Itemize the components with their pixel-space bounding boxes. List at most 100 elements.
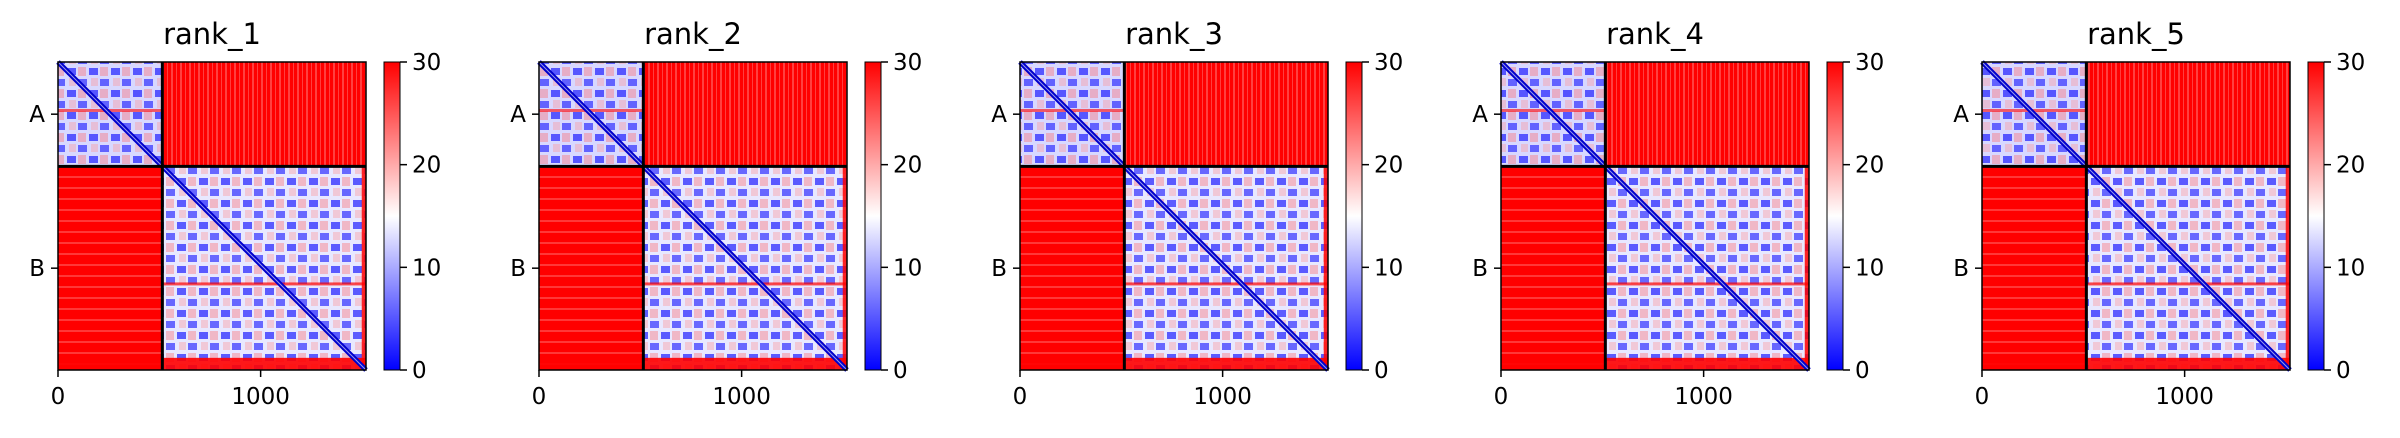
streak [1020,282,1328,286]
colorbar-tick-label: 20 [1374,153,1403,179]
colorbar: 0 10 20 30 [2307,50,2365,384]
streak [1982,108,2087,112]
axes-frame [57,61,367,371]
tail-band-v [1804,166,1809,370]
block-a-b-texture [162,62,366,167]
y-tick-label: B [510,256,526,282]
diagonal-highlight [1500,61,1810,371]
heatmap [1018,60,1330,372]
tail-band-h [1020,357,1328,370]
panel-4: rank_4 A B 0 1000 0 10 20 30 [1472,17,1884,410]
y-tick-label: A [991,102,1007,128]
axes-frame [538,61,848,371]
colorbar: 0 10 20 30 [864,50,922,384]
y-tick-label: A [1953,102,1969,128]
streak [1982,282,2290,286]
colorbar-tick-label: 10 [893,255,922,281]
panel-5: rank_5 A B 0 1000 0 10 20 30 [1953,17,2365,410]
colorbar-tick-label: 30 [893,50,922,76]
colorbar-tick-label: 10 [1374,255,1403,281]
y-tick-label: B [1953,256,1969,282]
y-tick-label: A [510,102,526,128]
panel-2: rank_2 A B 0 1000 0 10 20 30 [510,17,922,410]
panel-1: rank_1 A B 0 1000 0 10 20 30 [29,17,441,410]
x-tick-label: 0 [51,384,66,410]
panel-title: rank_3 [1125,17,1223,51]
diagonal-highlight [57,61,367,371]
panel-title: rank_5 [2087,17,2185,51]
diagonal-highlight [1981,61,2291,371]
colorbar-tick-label: 0 [2336,358,2351,384]
streak [58,282,366,286]
streak [539,108,644,112]
block-a-b-texture [2086,62,2290,167]
axes-frame [1019,61,1329,371]
tail-band-h [539,357,847,370]
y-tick-label: B [1472,256,1488,282]
x-tick-label: 1000 [2155,384,2214,410]
streak [58,108,163,112]
tail-band-v [2285,166,2290,370]
tail-band-h [58,357,366,370]
colorbar-tick-label: 10 [412,255,441,281]
colorbar-tick-label: 30 [412,50,441,76]
y-tick-label: A [29,102,45,128]
streak [1501,108,1606,112]
y-tick-label: A [1472,102,1488,128]
tail-band-h [1501,357,1809,370]
colorbar-frame [2307,61,2325,371]
colorbar-frame [1826,61,1844,371]
block-b-a-texture [1020,166,1125,370]
colorbar-tick-label: 0 [893,358,908,384]
y-tick-label: B [991,256,1007,282]
x-tick-label: 1000 [231,384,290,410]
colorbar-tick-label: 30 [2336,50,2365,76]
colorbar-tick-label: 0 [412,358,427,384]
colorbar-gradient [2308,62,2324,370]
y-tick-label: B [29,256,45,282]
tail-band-h [1982,357,2290,370]
x-tick-label: 0 [1013,384,1028,410]
block-a-b-texture [1605,62,1809,167]
colorbar-tick-label: 20 [893,153,922,179]
block-b-a-texture [1501,166,1606,370]
colorbar-tick-label: 0 [1374,358,1389,384]
colorbar: 0 10 20 30 [383,50,441,384]
block-b-a-texture [1982,166,2087,370]
colorbar: 0 10 20 30 [1826,50,1884,384]
block-b-a-texture [58,166,163,370]
panel-title: rank_2 [644,17,742,51]
colorbar-tick-label: 20 [1855,153,1884,179]
x-tick-label: 0 [1494,384,1509,410]
colorbar-tick-label: 30 [1374,50,1403,76]
heatmap [56,60,368,372]
tail-band-v [361,166,366,370]
colorbar: 0 10 20 30 [1345,50,1403,384]
block-a-b-texture [1124,62,1328,167]
colorbar-tick-label: 10 [2336,255,2365,281]
x-tick-label: 0 [532,384,547,410]
x-tick-label: 1000 [712,384,771,410]
block-a-b-texture [643,62,847,167]
colorbar-frame [864,61,882,371]
colorbar-tick-label: 30 [1855,50,1884,76]
colorbar-tick-label: 0 [1855,358,1870,384]
diagonal-highlight [538,61,848,371]
streak [1020,108,1125,112]
diagonal-highlight [1019,61,1329,371]
heatmap [1980,60,2292,372]
colorbar-tick-label: 10 [1855,255,1884,281]
panel-3: rank_3 A B 0 1000 0 10 20 30 [991,17,1403,410]
axes-frame [1500,61,1810,371]
streak [539,282,847,286]
heatmap [537,60,849,372]
panel-title: rank_1 [163,17,261,51]
block-b-a-texture [539,166,644,370]
panel-title: rank_4 [1606,17,1704,51]
tail-band-v [1323,166,1328,370]
heatmap [1499,60,1811,372]
axes-frame [1981,61,2291,371]
colorbar-gradient [1827,62,1843,370]
colorbar-gradient [865,62,881,370]
